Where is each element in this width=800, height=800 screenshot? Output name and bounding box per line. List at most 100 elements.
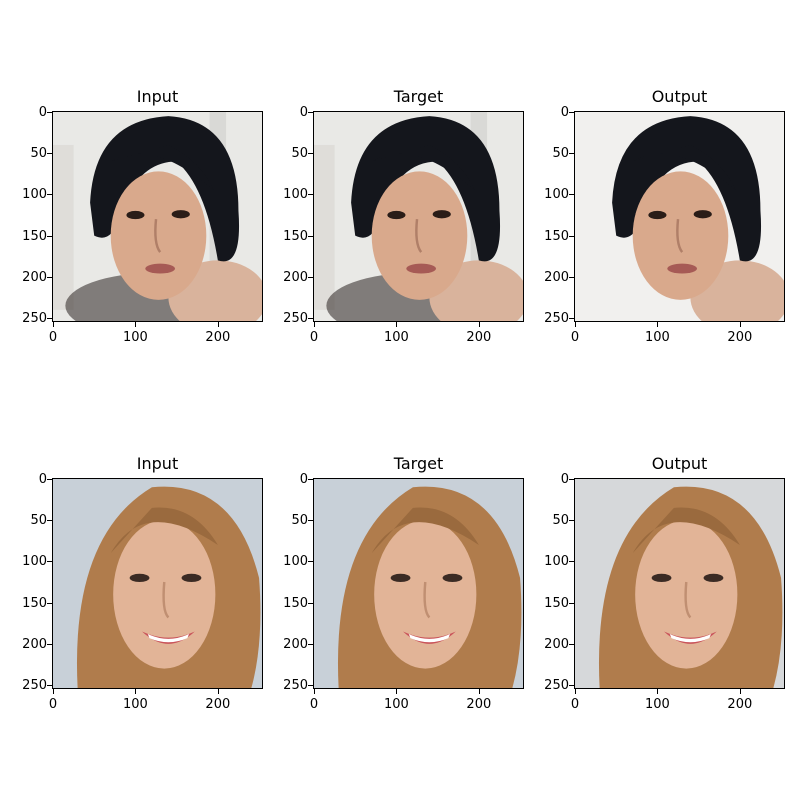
y-tick-label: 200 (22, 269, 47, 285)
x-tick (53, 689, 54, 694)
y-tick-label: 250 (22, 678, 47, 694)
y-tick (47, 479, 52, 480)
face-image (52, 111, 263, 322)
y-tick (308, 153, 313, 155)
x-tick (739, 689, 741, 694)
x-tick-label: 0 (570, 697, 580, 712)
y-tick-label: 250 (283, 678, 308, 694)
y-tick (569, 685, 574, 687)
y-tick-label: 250 (544, 678, 569, 694)
face-image (313, 111, 524, 322)
y-tick-label: 250 (544, 311, 569, 327)
x-tick-label: 0 (309, 697, 319, 712)
y-tick-label: 50 (291, 513, 308, 529)
face-image (574, 111, 785, 322)
x-tick (657, 689, 659, 694)
x-tick (396, 689, 398, 694)
x-tick-label: 0 (48, 330, 58, 345)
panel-title: Input (136, 87, 179, 106)
panel-title: Output (651, 454, 708, 473)
y-tick-label: 0 (299, 105, 308, 120)
y-tick (308, 643, 313, 645)
panel-title: Output (651, 87, 708, 106)
y-tick (308, 276, 313, 278)
y-tick-label: 50 (30, 513, 47, 529)
y-tick (569, 235, 574, 237)
y-tick-label: 150 (22, 595, 47, 611)
y-tick-label: 50 (291, 146, 308, 162)
y-tick (308, 561, 313, 563)
y-tick-label: 150 (544, 595, 569, 611)
x-tick (575, 689, 576, 694)
panel-title: Target (393, 454, 444, 473)
x-tick (657, 322, 659, 327)
x-tick (314, 322, 315, 327)
y-tick (47, 602, 52, 604)
image-panel: Output 0 50 100 150 200 250 0 100 200 (544, 87, 785, 345)
y-tick-label: 0 (560, 105, 569, 120)
y-tick-label: 100 (544, 187, 569, 203)
y-tick (47, 153, 52, 155)
y-tick-label: 250 (283, 311, 308, 327)
x-tick-label: 200 (727, 697, 753, 712)
image-panel: Target 0 50 100 150 200 250 0 100 200 (283, 454, 524, 712)
x-tick (217, 689, 219, 694)
x-tick-label: 200 (205, 697, 231, 712)
y-tick-label: 0 (38, 472, 47, 487)
x-tick-label: 100 (123, 697, 148, 712)
x-tick-label: 200 (466, 697, 492, 712)
image-panel: Target 0 50 100 150 200 250 0 100 200 (283, 87, 524, 345)
x-tick-label: 200 (466, 330, 492, 345)
x-tick-label: 100 (384, 330, 409, 345)
image-panel: Input 0 50 100 150 200 250 0 100 200 (22, 87, 263, 345)
x-tick-label: 100 (645, 330, 670, 345)
x-tick-label: 0 (309, 330, 319, 345)
y-tick-label: 50 (30, 146, 47, 162)
y-tick (569, 561, 574, 563)
y-tick (308, 194, 313, 196)
y-tick (47, 318, 52, 320)
x-tick (739, 322, 741, 327)
y-tick (569, 520, 574, 522)
x-tick (478, 322, 480, 327)
y-tick-label: 100 (22, 554, 47, 570)
x-tick (217, 322, 219, 327)
y-tick-label: 200 (283, 636, 308, 652)
y-tick (569, 112, 574, 113)
y-tick-label: 150 (283, 228, 308, 244)
y-tick-label: 200 (544, 636, 569, 652)
y-tick (569, 479, 574, 480)
y-tick (569, 602, 574, 604)
x-tick-label: 0 (570, 330, 580, 345)
y-tick (569, 318, 574, 320)
image-panel: Input 0 50 100 150 200 250 0 100 200 (22, 454, 263, 712)
y-tick-label: 200 (283, 269, 308, 285)
y-tick-label: 100 (283, 554, 308, 570)
y-tick-label: 150 (283, 595, 308, 611)
y-tick (569, 194, 574, 196)
x-tick-label: 200 (727, 330, 753, 345)
y-tick (308, 479, 313, 480)
y-tick (47, 685, 52, 687)
panel-title: Input (136, 454, 179, 473)
y-tick-label: 0 (38, 105, 47, 120)
y-tick (308, 520, 313, 522)
x-tick (396, 322, 398, 327)
y-tick-label: 50 (552, 513, 569, 529)
y-tick-label: 0 (299, 472, 308, 487)
y-tick (47, 520, 52, 522)
x-tick-label: 100 (123, 330, 148, 345)
y-tick (569, 276, 574, 278)
x-tick (478, 689, 480, 694)
face-image (574, 478, 785, 689)
y-tick-label: 200 (544, 269, 569, 285)
y-tick-label: 100 (544, 554, 569, 570)
y-tick-label: 200 (22, 636, 47, 652)
y-tick (569, 643, 574, 645)
x-tick (135, 322, 137, 327)
x-tick-label: 100 (384, 697, 409, 712)
y-tick-label: 150 (544, 228, 569, 244)
x-tick-label: 100 (645, 697, 670, 712)
y-tick (47, 643, 52, 645)
y-tick (308, 602, 313, 604)
